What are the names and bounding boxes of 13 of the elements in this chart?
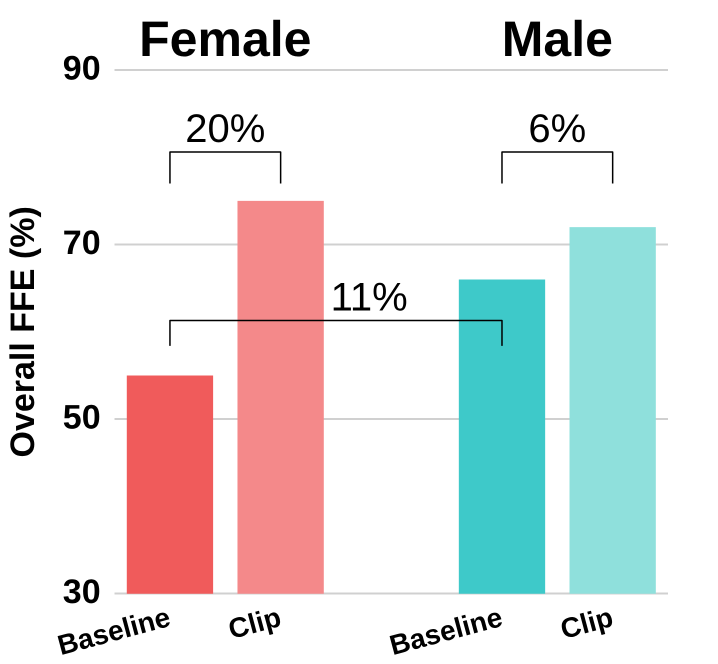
x-tick-label: Baseline xyxy=(386,601,506,662)
annotation: 20% xyxy=(185,107,266,152)
annotation: 11% xyxy=(330,276,408,320)
y-tick-label: 50 xyxy=(62,398,101,437)
x-tick-label: Clip xyxy=(557,601,616,645)
y-tick-label: 70 xyxy=(62,224,101,262)
text: Female xyxy=(139,10,312,67)
y-axis-title: Overall FFE (%) xyxy=(4,206,42,458)
text: Male xyxy=(502,10,613,67)
y-tick-label: 90 xyxy=(62,49,101,88)
y-tick-label: 30 xyxy=(62,573,101,612)
x-tick-label: Clip xyxy=(225,601,284,645)
annotation: 6% xyxy=(528,107,586,152)
